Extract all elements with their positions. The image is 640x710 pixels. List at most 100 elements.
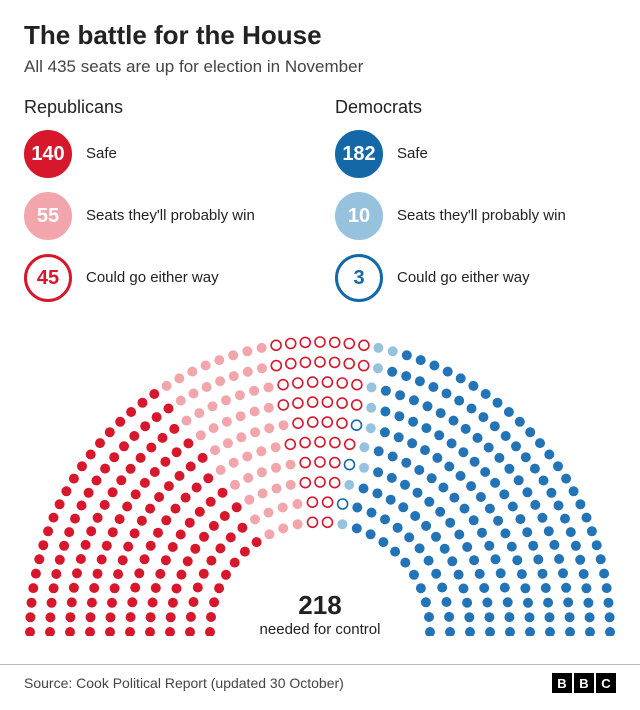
seat-dot	[322, 417, 332, 427]
seat-dot	[337, 378, 347, 388]
seat-dot	[61, 486, 71, 496]
legend-label-rep-1: Seats they'll probably win	[86, 207, 255, 226]
seat-dot	[106, 612, 116, 622]
seat-dot	[541, 583, 551, 593]
seat-dot	[366, 423, 376, 433]
seat-dot	[183, 438, 193, 448]
seat-dot	[345, 460, 355, 470]
source-text: Source: Cook Political Report (updated 3…	[24, 675, 344, 691]
seat-dot	[535, 438, 545, 448]
seat-dot	[70, 514, 80, 524]
seat-dot	[81, 540, 91, 550]
seat-dot	[480, 467, 490, 477]
seat-dot	[421, 521, 431, 531]
seat-dot	[209, 521, 219, 531]
seat-dot	[337, 418, 347, 428]
seat-dot	[194, 408, 204, 418]
seat-dot	[242, 346, 252, 356]
seat-dot	[517, 569, 527, 579]
seat-dot	[243, 367, 253, 377]
seat-dot	[130, 528, 140, 538]
seat-dot	[278, 503, 288, 513]
seat-dot	[315, 337, 325, 347]
control-threshold: 218 needed for control	[260, 590, 381, 638]
seat-dot	[583, 598, 593, 608]
seat-dot	[160, 457, 170, 467]
seat-dot	[196, 430, 206, 440]
seat-dot	[72, 568, 82, 578]
seat-dot	[95, 438, 105, 448]
seat-dot	[496, 568, 506, 578]
seat-dot	[221, 570, 231, 580]
seat-dot	[484, 443, 494, 453]
seat-dot	[545, 612, 555, 622]
seat-dot	[138, 398, 148, 408]
seat-dot	[185, 518, 195, 528]
seat-dot	[123, 542, 133, 552]
seat-dot	[108, 527, 118, 537]
seat-dot	[521, 452, 531, 462]
seat-dot	[330, 337, 340, 347]
seat-dot	[407, 438, 417, 448]
seat-dot	[352, 400, 362, 410]
seat-dot	[264, 403, 274, 413]
seat-dot	[323, 517, 333, 527]
seat-dot	[467, 404, 477, 414]
legend-row-dem-0: 182Safe	[335, 130, 616, 178]
seat-dot	[315, 437, 325, 447]
seat-dot	[272, 484, 282, 494]
seat-dot	[409, 395, 419, 405]
seat-dot	[308, 377, 318, 387]
seat-dot	[210, 445, 220, 455]
legend-circle-rep-2: 45	[24, 254, 72, 302]
seat-dot	[345, 439, 355, 449]
seat-dot	[585, 612, 595, 622]
seat-dot	[250, 427, 260, 437]
seat-dot	[286, 339, 296, 349]
seat-dot	[605, 627, 615, 636]
seat-dot	[415, 543, 425, 553]
seat-dot	[209, 597, 219, 607]
seat-dot	[352, 523, 362, 533]
seat-dot	[434, 430, 444, 440]
seat-dot	[322, 397, 332, 407]
seat-dot	[558, 568, 568, 578]
legend-circle-dem-1: 10	[335, 192, 383, 240]
seat-dot	[256, 446, 266, 456]
seat-dot	[432, 453, 442, 463]
seat-dot	[264, 529, 274, 539]
seat-dot	[214, 583, 224, 593]
seat-dot	[330, 478, 340, 488]
seat-dot	[77, 461, 87, 471]
seat-dot	[86, 526, 96, 536]
seat-dot	[198, 453, 208, 463]
seat-dot	[140, 478, 150, 488]
seat-dot	[507, 542, 517, 552]
seat-dot	[408, 417, 418, 427]
seat-dot	[25, 612, 35, 622]
seat-dot	[490, 478, 500, 488]
seat-dot	[31, 569, 41, 579]
seat-dot	[110, 583, 120, 593]
seat-dot	[202, 382, 212, 392]
seat-dot	[388, 346, 398, 356]
seat-dot	[520, 583, 530, 593]
seat-dot	[257, 467, 267, 477]
seat-dot	[569, 486, 579, 496]
seat-dot	[146, 541, 156, 551]
seat-dot	[218, 488, 228, 498]
seat-dot	[435, 507, 445, 517]
seat-dot	[258, 488, 268, 498]
seat-dot	[409, 570, 419, 580]
seat-dot	[605, 612, 615, 622]
legend: Republicans 140Safe55Seats they'll proba…	[24, 97, 616, 316]
seat-dot	[168, 542, 178, 552]
seat-dot	[501, 431, 511, 441]
seat-dot	[493, 516, 503, 526]
seat-dot	[323, 497, 333, 507]
seat-dot	[427, 473, 437, 483]
seat-dot	[456, 471, 466, 481]
seat-dot	[85, 627, 95, 636]
seat-dot	[84, 488, 94, 498]
seat-dot	[86, 450, 96, 460]
